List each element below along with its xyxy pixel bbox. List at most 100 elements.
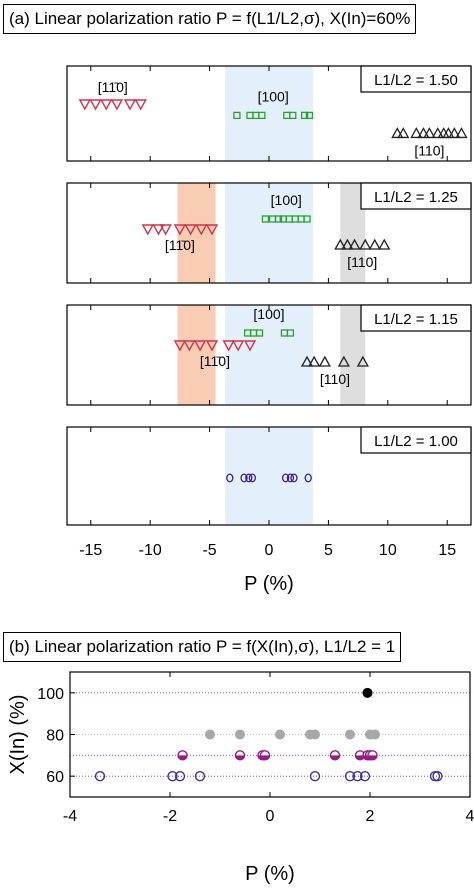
data-point [378, 238, 391, 250]
data-point [123, 99, 137, 111]
x-tick-label: 15 [438, 542, 456, 559]
x-axis-title: P (%) [244, 573, 294, 595]
x-tick-label: 4 [466, 808, 474, 825]
data-point-half [178, 755, 187, 760]
series-label: [11̄0] [98, 79, 128, 95]
data-point-half [355, 755, 365, 760]
data-point [205, 340, 219, 352]
panel-label: L1/L2 = 1.15 [374, 311, 458, 328]
data-point [110, 99, 124, 111]
data-point [345, 729, 355, 740]
data-point [235, 729, 245, 740]
data-point [233, 111, 241, 120]
y-tick-label: 100 [37, 686, 64, 703]
x-tick-label: -2 [163, 808, 177, 825]
data-point [94, 770, 106, 782]
panel-label-box [360, 304, 472, 332]
series-label: [11̄0] [200, 353, 230, 369]
data-point-half [235, 755, 245, 760]
data-point [274, 215, 283, 223]
panel-label: L1/L2 = 1.25 [374, 189, 458, 206]
data-point [159, 224, 172, 236]
panel-a-title: (a) Linear polarization ratio P = f(L1/L… [3, 4, 417, 34]
shaded-region [177, 305, 216, 405]
x-tick-label: 0 [266, 808, 275, 825]
data-point [134, 99, 147, 111]
y-tick-label: 60 [46, 769, 64, 786]
data-point [417, 127, 430, 139]
data-point [308, 355, 321, 367]
data-point [194, 770, 206, 782]
data-point [410, 127, 423, 139]
data-point [455, 127, 468, 139]
data-point [152, 224, 165, 236]
data-point [290, 473, 298, 483]
series-label: [110] [414, 142, 444, 158]
data-point [286, 473, 295, 483]
panel-label: L1/L2 = 1.50 [374, 72, 458, 89]
data-point [352, 770, 363, 782]
data-point [193, 340, 207, 352]
data-point [240, 473, 248, 483]
series-label: [110] [320, 371, 350, 387]
panel-label-box [360, 426, 472, 454]
series-label: [100] [253, 306, 284, 322]
shaded-region [177, 183, 216, 283]
y-axis-title: X(In) (%) [7, 695, 29, 775]
data-point [305, 111, 314, 120]
data-point [348, 238, 361, 250]
x-tick-label: -15 [79, 542, 102, 559]
data-point [318, 355, 331, 367]
data-point [362, 687, 373, 698]
data-point [248, 473, 257, 483]
data-point [303, 215, 311, 223]
panel-b-title: (b) Linear polarization ratio P = f(X(In… [3, 632, 402, 662]
data-point [261, 215, 270, 223]
data-point [226, 473, 234, 483]
series-label: [100] [271, 192, 302, 208]
data-point [173, 340, 187, 352]
data-point [183, 340, 196, 352]
x-tick-label: 5 [324, 542, 333, 559]
data-point [258, 111, 266, 120]
x-tick-label: 0 [265, 542, 274, 559]
x-tick-label: 2 [366, 808, 375, 825]
shaded-region [225, 66, 313, 161]
data-point [255, 329, 264, 337]
data-point [141, 224, 154, 236]
data-point [222, 340, 235, 352]
data-point [100, 99, 113, 111]
data-point [359, 770, 371, 782]
data-point [243, 340, 257, 352]
data-point [432, 770, 443, 782]
x-axis-title: P (%) [245, 863, 295, 885]
series-label: [100] [258, 88, 289, 104]
y-tick-label: 80 [46, 728, 64, 745]
data-point [391, 127, 404, 139]
series-label: [110] [347, 254, 377, 270]
data-point [431, 127, 444, 139]
data-point [89, 99, 102, 111]
data-point [300, 111, 309, 120]
data-point [184, 224, 197, 236]
data-point [300, 355, 314, 367]
panel-label-box [360, 65, 472, 93]
data-point [174, 770, 186, 782]
data-point [281, 473, 290, 483]
data-point [344, 770, 356, 782]
x-tick-label: 10 [379, 542, 397, 559]
data-point [173, 224, 187, 236]
data-point [289, 111, 297, 120]
panel-label-box [360, 182, 472, 210]
series-label: [11̄0] [165, 237, 195, 253]
data-point [231, 340, 245, 352]
data-point [167, 770, 178, 782]
data-point [423, 127, 436, 139]
shaded-region [225, 305, 313, 405]
data-point [359, 238, 372, 250]
x-tick-label: -5 [202, 542, 216, 559]
data-point [337, 355, 350, 367]
x-tick-label: -10 [139, 542, 162, 559]
data-point [275, 729, 285, 740]
